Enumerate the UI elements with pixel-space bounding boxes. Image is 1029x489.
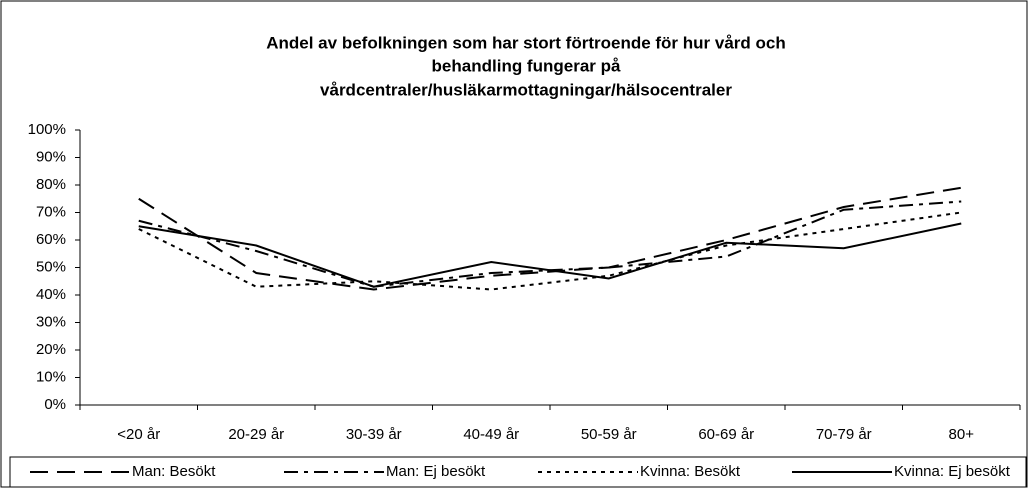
y-tick-label: 60% bbox=[36, 231, 66, 248]
x-tick-label: 20-29 år bbox=[228, 426, 284, 443]
line-series bbox=[138, 222, 962, 288]
y-tick-label: 70% bbox=[36, 203, 66, 220]
y-tick-label: 40% bbox=[36, 286, 66, 303]
y-tick-label: 10% bbox=[36, 368, 66, 385]
x-tick-label: 70-79 år bbox=[816, 426, 872, 443]
y-tick-label: 30% bbox=[36, 313, 66, 330]
y-tick-label: 50% bbox=[36, 258, 66, 275]
y-tick-label: 90% bbox=[36, 148, 66, 165]
chart-title: behandling fungerar på bbox=[432, 56, 621, 75]
y-tick-label: 80% bbox=[36, 176, 66, 193]
x-tick-label: 40-49 år bbox=[463, 426, 519, 443]
legend-label: Kvinna: Besökt bbox=[640, 463, 741, 480]
line-series bbox=[138, 186, 962, 291]
legend-label: Kvinna: Ej besökt bbox=[894, 463, 1011, 480]
x-tick-label: 50-59 år bbox=[581, 426, 637, 443]
legend-label: Man: Ej besökt bbox=[386, 463, 486, 480]
legend-label: Man: Besökt bbox=[132, 463, 216, 480]
chart-title: Andel av befolkningen som har stort fört… bbox=[266, 33, 786, 52]
y-tick-label: 0% bbox=[44, 396, 66, 413]
x-tick-label: <20 år bbox=[117, 426, 160, 443]
y-tick-label: 100% bbox=[28, 121, 66, 138]
x-tick-label: 30-39 år bbox=[346, 426, 402, 443]
y-tick-label: 20% bbox=[36, 341, 66, 358]
line-series bbox=[138, 211, 962, 291]
x-tick-label: 80+ bbox=[949, 426, 975, 443]
chart-title: vårdcentraler/husläkarmottagningar/hälso… bbox=[320, 80, 732, 99]
legend-box bbox=[9, 456, 1027, 488]
x-tick-label: 60-69 år bbox=[698, 426, 754, 443]
